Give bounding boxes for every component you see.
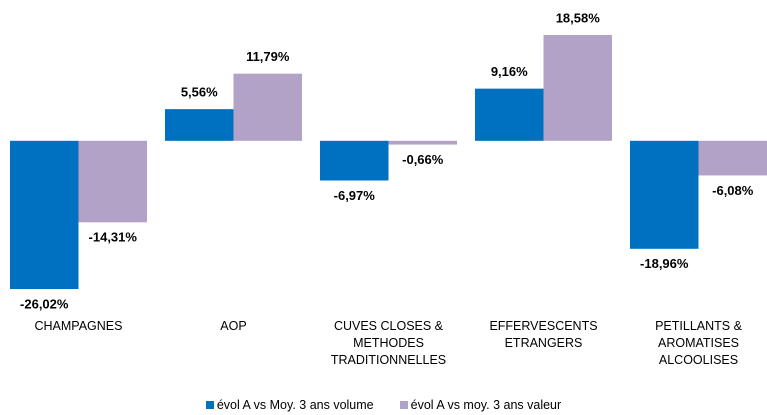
data-label: 5,56% (181, 85, 218, 100)
bar (543, 35, 612, 141)
data-label: -18,96% (640, 256, 689, 271)
legend: évol A vs Moy. 3 ans volume évol A vs moy… (0, 398, 767, 412)
data-label: -0,66% (402, 152, 444, 167)
x-tick-label: EFFERVESCENTS ETRANGERS (489, 319, 598, 350)
bar (388, 140, 457, 145)
bar (10, 140, 79, 289)
data-label: -14,31% (89, 230, 138, 245)
data-label: 11,79% (246, 49, 290, 64)
legend-swatch (205, 401, 214, 409)
legend-label: évol A vs moy. 3 ans valeur (410, 398, 562, 412)
bar (475, 88, 544, 141)
data-label: 9,16% (491, 64, 528, 79)
legend-item: évol A vs moy. 3 ans valeur (399, 398, 562, 412)
x-tick-label: CUVES CLOSES & METHODES TRADITIONNELLES (330, 319, 447, 367)
x-tick-label: PETILLANTS & AROMATISES ALCOOLISES (655, 319, 742, 367)
bar (165, 109, 234, 141)
bar (698, 140, 767, 176)
legend-swatch (399, 401, 408, 409)
data-label: -6,97% (334, 188, 376, 203)
data-label: 18,58% (556, 10, 601, 25)
bar (78, 140, 147, 223)
bar (630, 140, 699, 249)
data-label: -6,08% (712, 183, 754, 198)
bar (320, 140, 389, 181)
x-tick-label: AOP (220, 319, 247, 333)
legend-label: évol A vs Moy. 3 ans volume (216, 398, 374, 412)
bar (233, 73, 302, 141)
data-label: -26,02% (20, 296, 69, 311)
x-tick-label: CHAMPAGNES (34, 319, 123, 333)
legend-item: évol A vs Moy. 3 ans volume (205, 398, 374, 412)
